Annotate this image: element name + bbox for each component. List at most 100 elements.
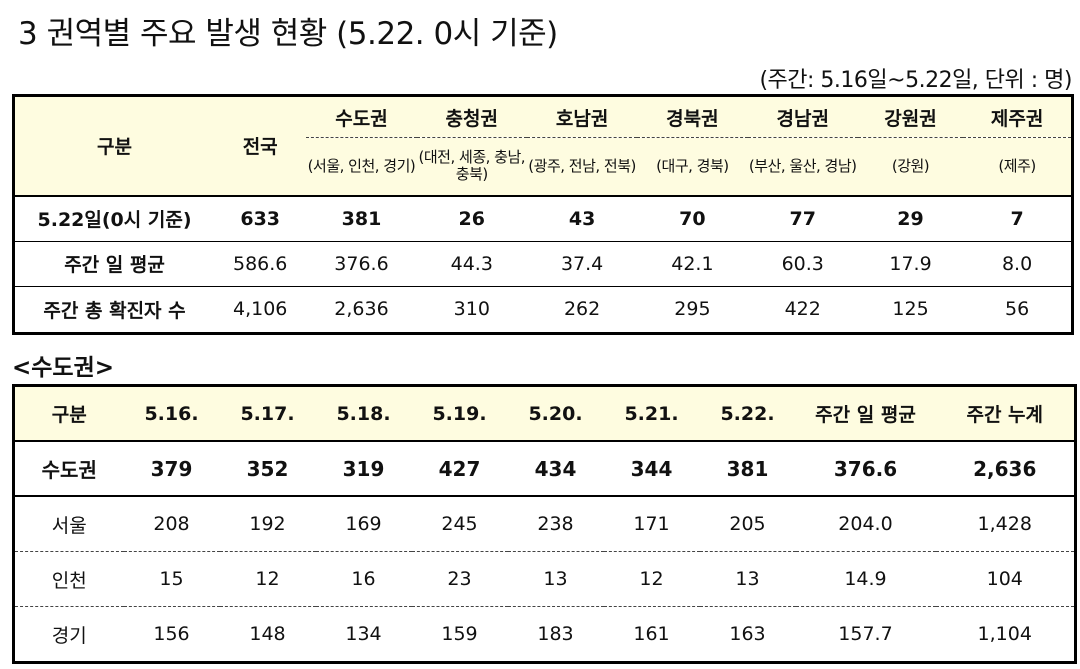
column-header: 5.17. [219, 385, 316, 442]
cell: 295 [674, 298, 711, 320]
row-label: 서울 [13, 496, 124, 552]
table-row: 수도권 379 352 319 427 434 344 381 376.6 2,… [13, 441, 1076, 497]
row-label: 주간 총 확진자 수 [43, 299, 186, 322]
table-row: 인천 15 12 16 23 13 12 13 14.9 104 [13, 551, 1076, 607]
cell: 376.6 [795, 441, 936, 497]
header-region-name: 경남권 [747, 95, 858, 138]
cell: 156 [153, 623, 190, 645]
header-region-detail: (강원) [857, 137, 964, 196]
regional-summary-table: 구분 전국 수도권 충청권 호남권 경북권 경남권 강원권 제주권 (서울, 인… [12, 94, 1074, 335]
cell: 13 [699, 551, 796, 607]
cell: 42.1 [637, 241, 748, 287]
header-region-detail: (대전, 세종, 충남, 충북) [416, 137, 527, 196]
header-region-detail: (광주, 전남, 전북) [526, 137, 638, 196]
header-corner: 구분 [13, 95, 215, 196]
column-header: 5.22. [699, 385, 796, 442]
column-header: 5.16. [123, 385, 220, 442]
cell: 29 [857, 194, 964, 242]
table-row: 5.22일(0시 기준) 633 381 26 43 70 77 29 7 [13, 194, 1073, 242]
column-header: 5.19. [411, 385, 508, 442]
column-header: 주간 일 평균 [795, 385, 936, 442]
row-label: 인천 [13, 551, 124, 607]
header-region-name: 충청권 [416, 95, 527, 138]
cell: 56 [1004, 298, 1030, 320]
cell: 60.3 [747, 241, 858, 287]
cell: 134 [345, 623, 382, 645]
cell: 633 [214, 194, 307, 242]
cell: 205 [699, 496, 796, 552]
cell: 13 [507, 551, 604, 607]
cell: 586.6 [214, 241, 307, 287]
cell: 238 [507, 496, 604, 552]
table-row: 주간 총 확진자 수 4,106 2,636 310 262 295 422 1… [14, 286, 1073, 333]
section-title: <수도권> [12, 355, 115, 381]
cell: 163 [729, 623, 766, 645]
cell: 157.7 [838, 623, 893, 645]
header-region-detail: (대구, 경북) [637, 137, 748, 196]
column-header: 5.18. [315, 385, 412, 442]
row-label: 경기 [51, 624, 87, 647]
table-header-row: 구분 5.16. 5.17. 5.18. 5.19. 5.20. 5.21. 5… [13, 385, 1076, 442]
header-region-name: 호남권 [526, 95, 638, 138]
header-region-name: 제주권 [963, 95, 1073, 138]
cell: 8.0 [963, 241, 1073, 287]
cell: 204.0 [795, 496, 936, 552]
cell: 44.3 [416, 241, 527, 287]
cell: 43 [526, 194, 638, 242]
cell: 148 [249, 623, 286, 645]
cell: 262 [563, 298, 601, 320]
cell: 15 [123, 551, 220, 607]
cell: 16 [315, 551, 412, 607]
cell: 434 [507, 441, 604, 497]
table-row: 경기 156 148 134 159 183 161 163 157.7 1,1… [14, 607, 1076, 663]
cell: 183 [537, 623, 574, 645]
cell: 12 [603, 551, 700, 607]
cell: 381 [699, 441, 796, 497]
cell: 381 [306, 194, 417, 242]
cell: 77 [747, 194, 858, 242]
page-title: 3 권역별 주요 발생 현황 (5.22. 0시 기준) [18, 16, 558, 52]
column-header: 주간 누계 [935, 385, 1076, 442]
cell: 1,104 [977, 623, 1032, 645]
cell: 4,106 [232, 298, 288, 320]
header-region-name: 경북권 [637, 95, 748, 138]
cell: 376.6 [306, 241, 417, 287]
cell: 245 [411, 496, 508, 552]
cell: 310 [453, 298, 490, 320]
header-region-detail: (서울, 인천, 경기) [306, 137, 417, 196]
cell: 14.9 [795, 551, 936, 607]
header-region-detail: (부산, 울산, 경남) [747, 137, 858, 196]
header-region-name: 강원권 [857, 95, 964, 138]
table-row: 서울 208 192 169 245 238 171 205 204.0 1,4… [13, 496, 1076, 552]
cell: 422 [784, 298, 821, 320]
column-header: 5.20. [507, 385, 604, 442]
unit-note: (주간: 5.16일~5.22일, 단위 : 명) [759, 68, 1072, 93]
cell: 344 [603, 441, 700, 497]
header-region-name: 수도권 [306, 95, 417, 138]
capital-region-table: 구분 5.16. 5.17. 5.18. 5.19. 5.20. 5.21. 5… [12, 384, 1077, 664]
cell: 161 [633, 623, 670, 645]
row-label: 주간 일 평균 [13, 241, 215, 287]
cell: 125 [892, 298, 929, 320]
table-row: 주간 일 평균 586.6 376.6 44.3 37.4 42.1 60.3 … [13, 241, 1073, 287]
cell: 2,636 [935, 441, 1076, 497]
header-national: 전국 [214, 95, 307, 196]
cell: 26 [416, 194, 527, 242]
cell: 37.4 [526, 241, 638, 287]
column-header: 5.21. [603, 385, 700, 442]
cell: 352 [219, 441, 316, 497]
header-region-detail: (제주) [963, 137, 1073, 196]
cell: 2,636 [334, 298, 389, 320]
cell: 104 [935, 551, 1076, 607]
cell: 171 [603, 496, 700, 552]
cell: 208 [123, 496, 220, 552]
cell: 192 [219, 496, 316, 552]
cell: 23 [411, 551, 508, 607]
cell: 70 [637, 194, 748, 242]
cell: 7 [963, 194, 1073, 242]
column-header: 구분 [13, 385, 124, 442]
row-label: 수도권 [13, 441, 124, 497]
row-label: 5.22일(0시 기준) [13, 194, 215, 242]
cell: 427 [411, 441, 508, 497]
cell: 1,428 [935, 496, 1076, 552]
